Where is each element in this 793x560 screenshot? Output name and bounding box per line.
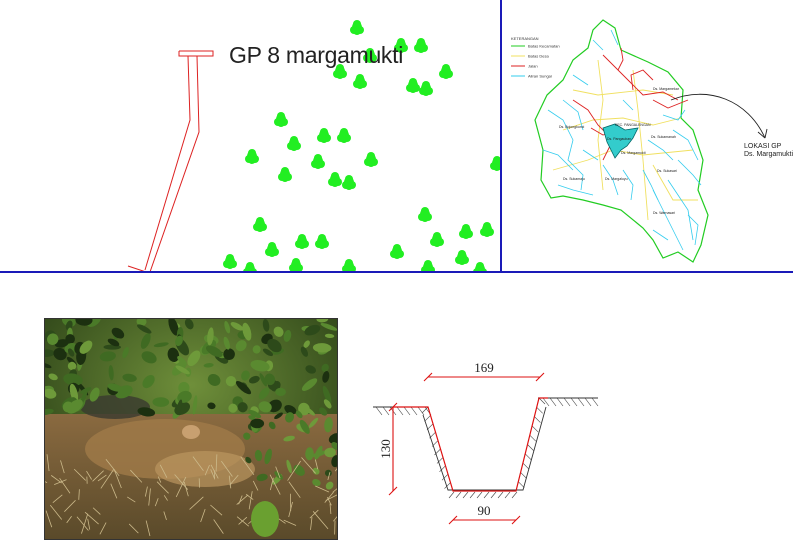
frame-divider-horizontal — [0, 271, 793, 273]
river — [622, 99, 634, 111]
site-photo — [44, 318, 338, 540]
river — [647, 139, 674, 161]
tree-symbol — [414, 38, 428, 53]
village-labels: KEC. PANGALENGAN Ds. Margamukti Ds. Pang… — [559, 87, 680, 215]
tree-symbol — [223, 254, 237, 269]
channel-profile — [393, 397, 548, 492]
tree-symbol — [418, 207, 432, 222]
location-map: KETERANGAN Batas Kecamatan Batas Desa Ja… — [511, 19, 768, 263]
tree-symbol — [265, 242, 279, 257]
tree-cluster — [223, 20, 500, 272]
tree-symbol — [289, 258, 303, 272]
tree-symbol — [287, 136, 301, 151]
river — [667, 179, 694, 241]
tree-symbol — [295, 234, 309, 249]
village-label: Ds. Pangauban — [607, 137, 631, 141]
bottom-width-label: 90 — [478, 503, 491, 518]
tree-symbol — [421, 260, 435, 272]
village-label: Ds. Bojongkunci — [559, 125, 585, 129]
river — [652, 229, 669, 241]
river — [572, 74, 589, 86]
legend-item: Batas Desa — [528, 54, 549, 59]
river-network — [542, 29, 702, 251]
village-label: Ds. Margaluyu — [605, 177, 628, 181]
gp-location-label: LOKASI GP Ds. Margamukti — [744, 143, 793, 159]
river — [610, 29, 619, 46]
tree-symbol — [311, 154, 325, 169]
river — [547, 109, 584, 191]
top-width-dimension — [423, 372, 545, 382]
village-label: Ds. Warnasari — [653, 211, 675, 215]
gp-location-arrow — [670, 93, 768, 139]
tree-symbol — [274, 112, 288, 127]
legend-title: KETERANGAN — [511, 36, 539, 41]
tree-symbol — [342, 259, 356, 272]
legend-item: Jalan — [528, 64, 538, 69]
river — [592, 39, 604, 51]
river — [622, 169, 634, 201]
village-boundaries — [552, 59, 698, 221]
river — [542, 149, 574, 171]
tree-symbol — [390, 244, 404, 259]
tree-symbol — [245, 149, 259, 164]
gp-location-line2: Ds. Margamukti — [744, 151, 793, 158]
tree-symbol — [419, 81, 433, 96]
tree-symbol — [350, 20, 364, 35]
tree-symbol — [364, 152, 378, 167]
village-label: KEC. PANGALENGAN — [615, 123, 651, 127]
river — [662, 109, 686, 121]
gp-location-line1: LOKASI GP — [744, 143, 782, 150]
river — [602, 164, 619, 196]
tree-symbol — [253, 217, 267, 232]
river — [557, 184, 594, 196]
tree-symbol — [317, 128, 331, 143]
legend-item: Batas Kecamatan — [528, 44, 560, 49]
page-title: GP 8 margamukti — [229, 42, 404, 68]
ground-surface — [373, 397, 598, 408]
village-label: Ds. Sukamaju — [563, 177, 585, 181]
site-photo-image — [45, 319, 337, 539]
soil-outline — [422, 406, 547, 491]
river — [687, 214, 699, 246]
tree-symbol — [315, 234, 329, 249]
tree-symbol — [455, 250, 469, 265]
map-legend: KETERANGAN Batas Kecamatan Batas Desa Ja… — [511, 36, 560, 79]
legend-item: Aliran Sungai — [528, 74, 552, 79]
foliage — [45, 319, 337, 490]
site-plan-sketch — [127, 20, 500, 272]
river — [562, 99, 584, 131]
tree-symbol — [337, 128, 351, 143]
dry-grass — [45, 454, 337, 537]
tree-symbol — [406, 78, 420, 93]
tree-symbol — [353, 74, 367, 89]
tree-symbol — [459, 224, 473, 239]
gp-location-area — [602, 123, 639, 159]
channel-cross-section: 169 130 90 — [373, 360, 599, 525]
tree-symbol — [480, 222, 494, 237]
tree-symbol — [342, 175, 356, 190]
depth-label: 130 — [378, 439, 393, 459]
river — [642, 169, 659, 201]
tree-symbol — [328, 172, 342, 187]
river — [677, 159, 702, 186]
tree-symbol — [278, 167, 292, 182]
village-label: Ds. Margamekar — [653, 87, 680, 91]
tree-symbol — [363, 48, 377, 63]
depth-dimension — [388, 402, 398, 496]
tree-symbol — [333, 64, 347, 79]
river — [672, 129, 699, 161]
soil-hatching — [375, 397, 599, 499]
frame-divider-vertical — [500, 0, 502, 272]
village-label: Ds. Sukasari — [657, 169, 677, 173]
bottom-width-dimension — [448, 515, 521, 525]
top-width-label: 169 — [474, 360, 494, 375]
village-label: Ds. Margamukti — [621, 151, 646, 155]
tree-symbol — [430, 232, 444, 247]
tree-symbol — [394, 38, 408, 53]
tree-symbol — [439, 64, 453, 79]
river — [582, 149, 599, 161]
channel-outline — [127, 50, 214, 272]
tree-symbol — [490, 156, 500, 171]
village-label: Ds. Sukamanah — [651, 135, 676, 139]
